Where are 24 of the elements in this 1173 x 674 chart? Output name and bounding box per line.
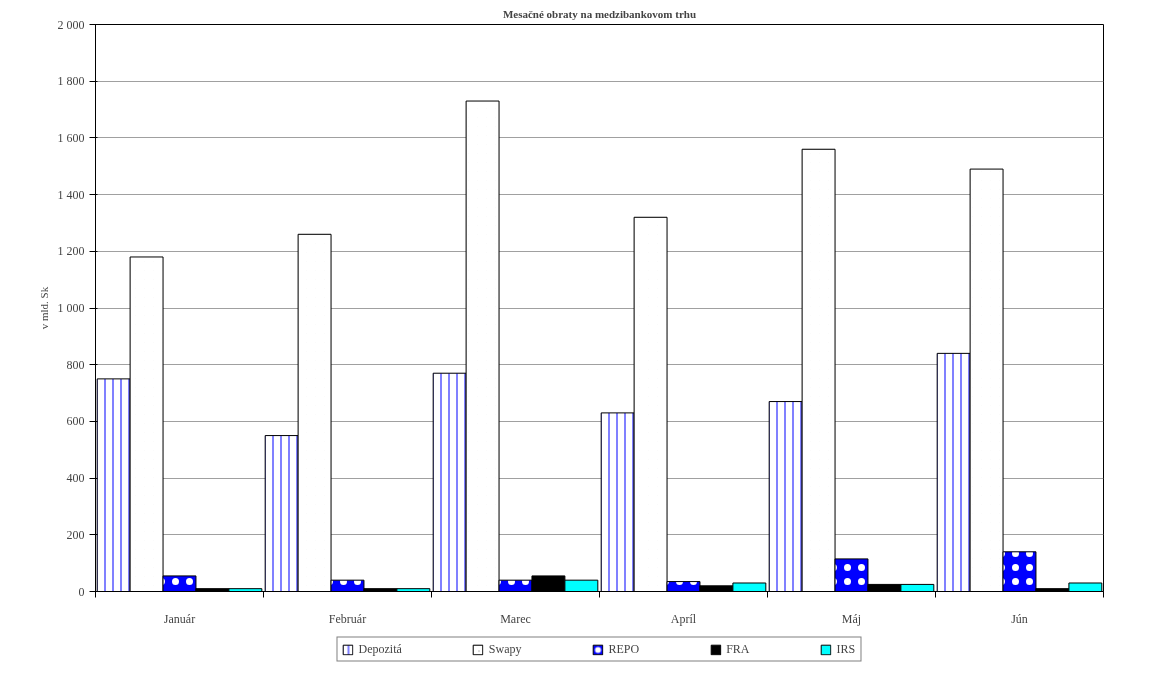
x-tick-label: Apríl xyxy=(670,611,697,626)
chart-title: Mesačné obraty na medzibankovom trhu xyxy=(502,7,697,20)
y-tick-label: 1 400 xyxy=(57,187,85,202)
y-tick-label: 400 xyxy=(66,471,85,486)
y-tick-label: 1 800 xyxy=(57,74,85,89)
legend-label: Depozitá xyxy=(358,641,402,657)
x-tick-label: Marec xyxy=(500,611,531,626)
legend-label: Swapy xyxy=(488,641,522,657)
y-tick-label: 800 xyxy=(66,357,85,372)
legend-label: REPO xyxy=(608,641,640,657)
y-axis-title: v mld. Sk xyxy=(37,286,50,330)
y-tick-label: 1 000 xyxy=(57,301,85,315)
y-tick-label: 0 xyxy=(78,584,85,599)
x-tick-label: Január xyxy=(163,611,196,626)
legend-label: IRS xyxy=(836,641,857,657)
x-tick-label: Máj xyxy=(841,611,862,626)
y-tick-label: 600 xyxy=(66,414,85,429)
y-tick-label: 1 600 xyxy=(57,130,85,145)
x-tick-label: Február xyxy=(328,611,367,626)
legend-label: FRA xyxy=(726,641,750,657)
y-tick-label: 200 xyxy=(66,527,85,542)
x-tick-label: Jún xyxy=(1011,611,1028,626)
y-tick-label: 1 200 xyxy=(57,244,85,259)
y-tick-label: 2 000 xyxy=(57,17,85,32)
